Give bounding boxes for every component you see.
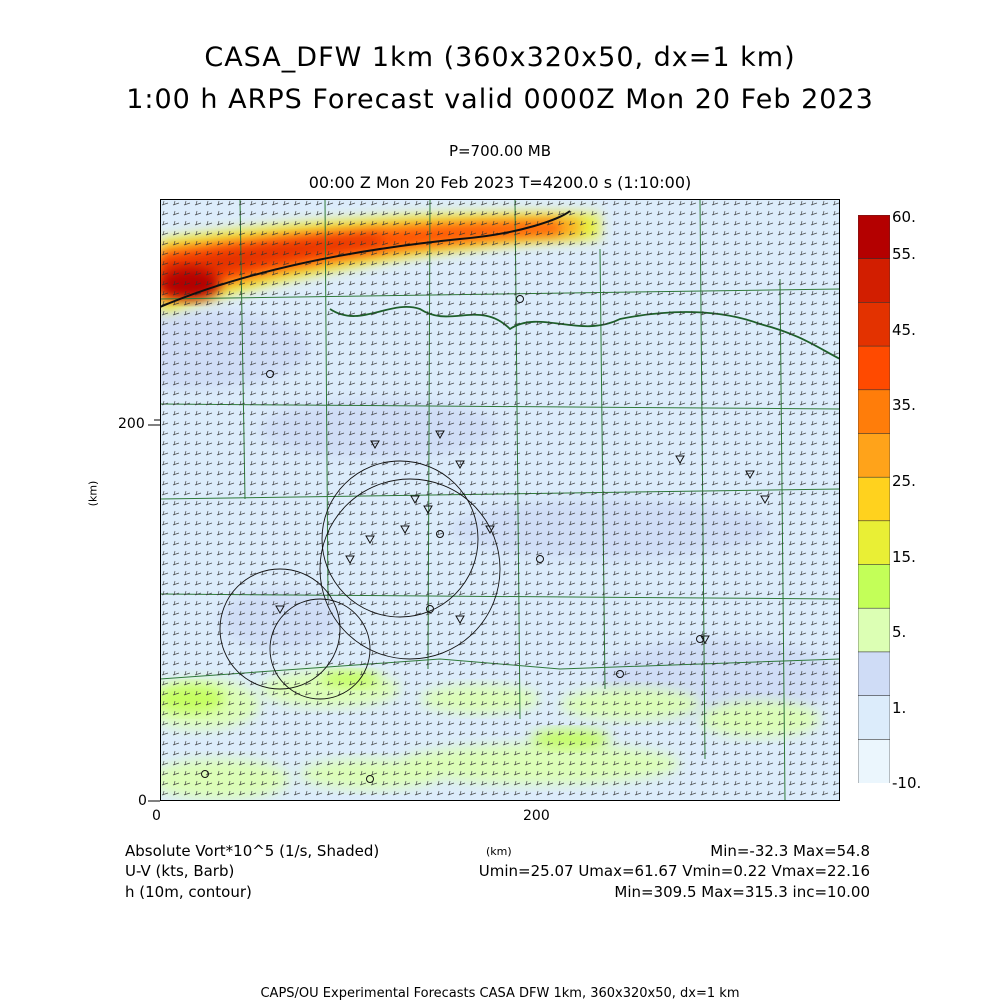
station-markers bbox=[201, 295, 770, 783]
wind-barb-field bbox=[161, 200, 840, 796]
county-line bbox=[160, 488, 840, 500]
station-triangle bbox=[410, 495, 420, 505]
title-line-2: 1:00 h ARPS Forecast valid 0000Z Mon 20 … bbox=[126, 84, 874, 115]
radar-range-ring bbox=[319, 478, 501, 660]
station-circle bbox=[616, 670, 624, 678]
scale-swatch bbox=[858, 389, 890, 435]
station-circle bbox=[696, 635, 704, 643]
station-triangle bbox=[455, 460, 465, 470]
map-plot bbox=[160, 199, 840, 801]
plot-frame bbox=[160, 199, 840, 801]
scale-swatch bbox=[858, 564, 890, 610]
scale-label-60: 60. bbox=[892, 208, 916, 226]
scale-swatch bbox=[858, 738, 890, 783]
legend-field-wind: U-V (kts, Barb) bbox=[125, 862, 235, 880]
height-contour bbox=[160, 210, 571, 308]
station-triangle bbox=[675, 455, 685, 465]
x-axis-label: (km) bbox=[486, 845, 512, 858]
scale-swatch bbox=[858, 258, 890, 304]
scale-swatch bbox=[858, 695, 890, 741]
station-triangle bbox=[435, 430, 445, 440]
county-line bbox=[699, 199, 706, 760]
scale-swatch bbox=[858, 345, 890, 391]
vorticity-positive-area bbox=[700, 701, 820, 737]
radar-range-ring bbox=[321, 460, 479, 618]
station-triangle bbox=[345, 555, 355, 565]
station-circle bbox=[366, 775, 374, 783]
station-circle bbox=[266, 370, 274, 378]
scale-swatch bbox=[858, 215, 890, 260]
scale-swatch bbox=[858, 302, 890, 348]
vorticity-weak-area bbox=[450, 499, 770, 559]
scale-label-5: 5. bbox=[892, 623, 907, 641]
station-circle bbox=[536, 555, 544, 563]
station-triangle bbox=[485, 525, 495, 535]
station-circle bbox=[436, 530, 444, 538]
legend-stats-vorticity: Min=-32.3 Max=54.8 bbox=[710, 842, 870, 860]
vorticity-weak-area bbox=[260, 399, 500, 459]
y-tick-0: 0 bbox=[138, 793, 147, 809]
vorticity-weak-area bbox=[160, 309, 310, 389]
station-triangle bbox=[760, 495, 770, 505]
station-triangle bbox=[370, 440, 380, 450]
color-scale-bar bbox=[858, 215, 890, 783]
y-axis-label: (km) bbox=[86, 480, 100, 507]
scale-label-1: 1. bbox=[892, 699, 907, 717]
station-circle bbox=[516, 295, 524, 303]
radar-range-ring bbox=[219, 568, 341, 690]
county-line bbox=[514, 199, 521, 720]
x-tick-0: 0 bbox=[152, 808, 161, 824]
pressure-level: P=700.00 MB bbox=[448, 142, 552, 160]
credit-line: CAPS/OU Experimental Forecasts CASA DFW … bbox=[260, 986, 740, 1001]
scale-swatch bbox=[858, 520, 890, 566]
station-circle bbox=[201, 770, 209, 778]
axis-tick-marks bbox=[148, 419, 160, 802]
scale-label-45: 45. bbox=[892, 321, 916, 339]
legend-stats-height: Min=309.5 Max=315.3 inc=10.00 bbox=[614, 883, 870, 901]
scale-swatch bbox=[858, 433, 890, 479]
scale-label-55: 55. bbox=[892, 245, 916, 263]
y-tick-200: 200 bbox=[118, 416, 145, 432]
county-line bbox=[160, 658, 840, 680]
wind-barbs bbox=[161, 200, 840, 796]
station-triangle bbox=[423, 505, 433, 515]
station-triangle bbox=[455, 615, 465, 625]
valid-time: 00:00 Z Mon 20 Feb 2023 T=4200.0 s (1:10… bbox=[308, 173, 692, 192]
scale-swatch bbox=[858, 476, 890, 522]
x-tick-200: 200 bbox=[523, 808, 550, 824]
scale-swatch bbox=[858, 651, 890, 697]
station-circle bbox=[426, 605, 434, 613]
height-contours bbox=[160, 210, 571, 700]
vorticity-positive-area bbox=[300, 759, 440, 789]
scale-label-35: 35. bbox=[892, 396, 916, 414]
county-line bbox=[599, 248, 606, 690]
county-line bbox=[239, 199, 246, 500]
scale-swatch bbox=[858, 607, 890, 653]
station-triangle bbox=[365, 535, 375, 545]
county-line bbox=[779, 278, 786, 801]
legend-stats-wind: Umin=25.07 Umax=61.67 Vmin=0.22 Vmax=22.… bbox=[478, 862, 870, 880]
legend-field-height: h (10m, contour) bbox=[125, 883, 252, 901]
vorticity-positive-area bbox=[420, 685, 540, 713]
vorticity-positive-area bbox=[160, 759, 290, 799]
scale-label-minus-10: -10. bbox=[892, 774, 922, 792]
station-triangle bbox=[400, 525, 410, 535]
station-triangle bbox=[745, 470, 755, 480]
vorticity-positive-area bbox=[560, 688, 700, 720]
county-line bbox=[160, 288, 840, 300]
title-line-1: CASA_DFW 1km (360x320x50, dx=1 km) bbox=[204, 42, 796, 73]
legend-field-vorticity: Absolute Vort*10^5 (1/s, Shaded) bbox=[125, 842, 380, 860]
vorticity-shading bbox=[160, 212, 840, 799]
vorticity-positive-core bbox=[160, 685, 225, 713]
station-triangle bbox=[275, 605, 285, 615]
scale-label-25: 25. bbox=[892, 472, 916, 490]
radar-range-ring bbox=[269, 598, 371, 700]
scale-label-15: 15. bbox=[892, 548, 916, 566]
vorticity-positive-core bbox=[530, 729, 610, 749]
vorticity-max-band bbox=[160, 218, 580, 304]
